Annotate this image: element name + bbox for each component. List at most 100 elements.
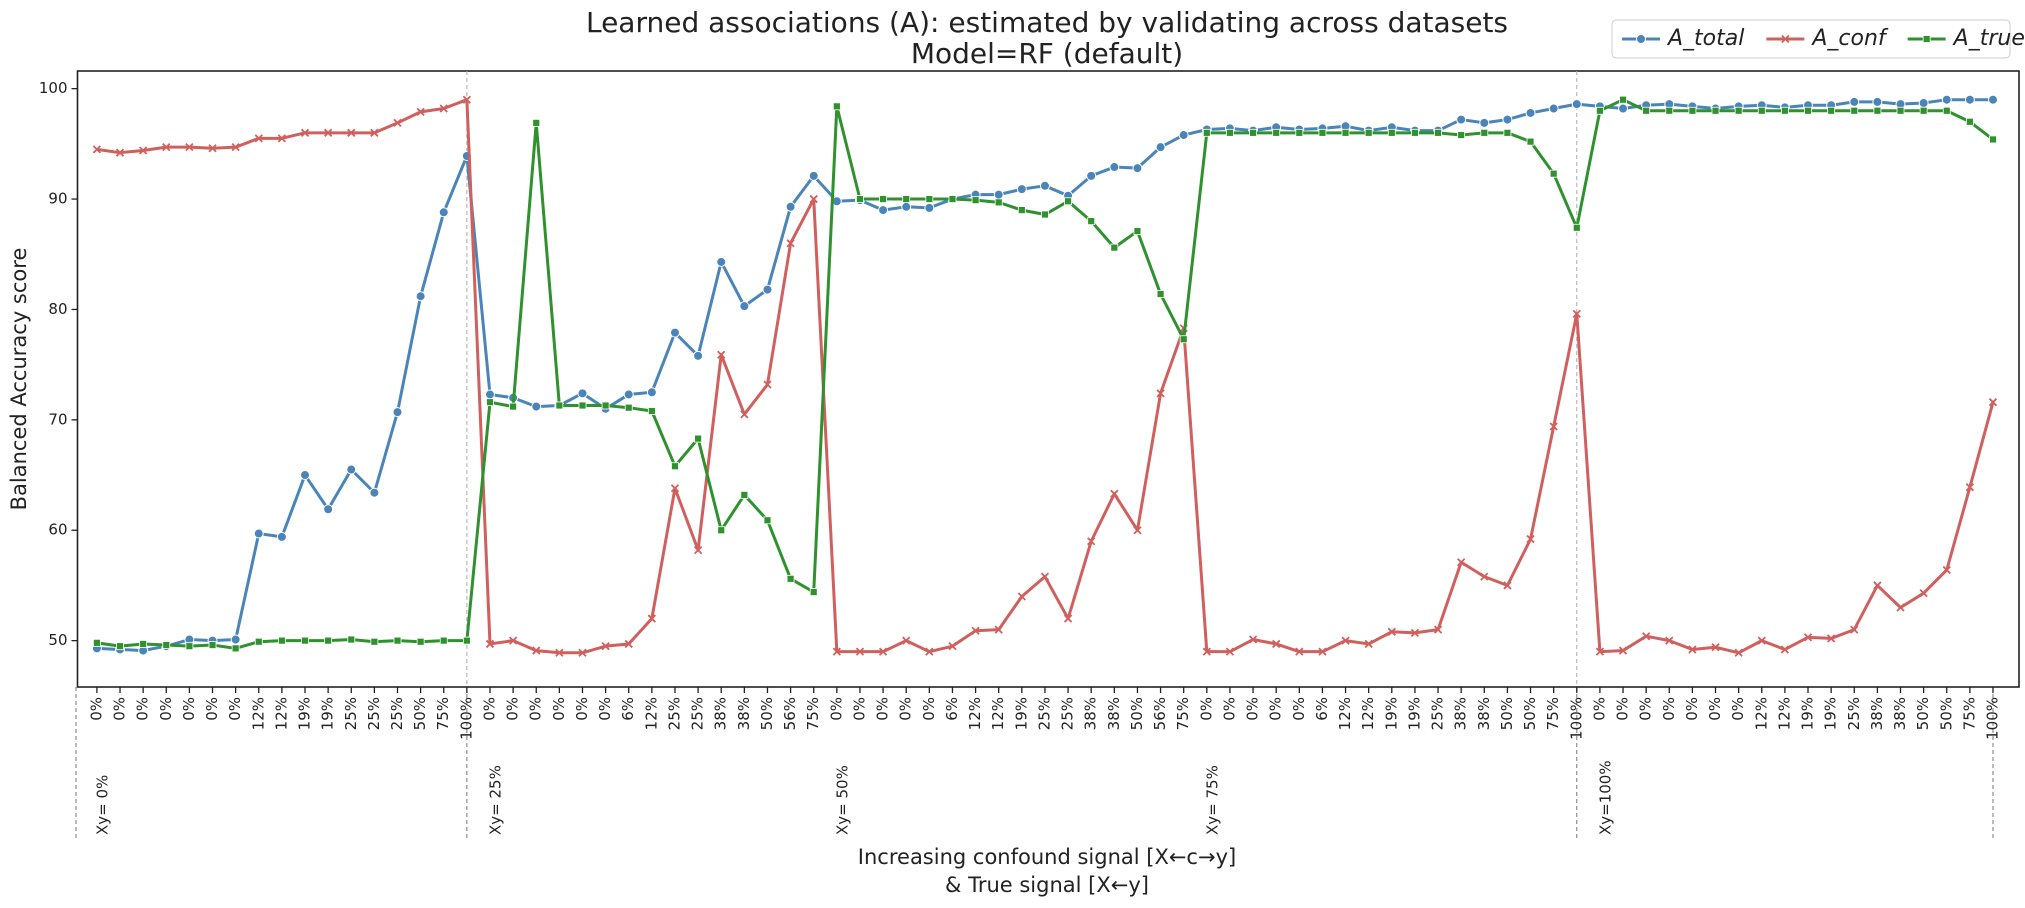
x-tick-label: 50% (1521, 697, 1539, 730)
x-tick-label: 0% (1590, 697, 1608, 721)
data-point (1942, 106, 1951, 115)
data-point (1017, 592, 1026, 601)
data-point (1965, 117, 1974, 126)
data-point (416, 637, 425, 646)
data-point (624, 639, 633, 649)
group-label: Xy=100% (1596, 760, 1614, 835)
data-point (1502, 114, 1513, 125)
x-tick-label: 0% (827, 697, 845, 721)
data-point (1618, 103, 1629, 114)
legend-label: A_true (1952, 26, 2025, 51)
data-point (1341, 636, 1350, 645)
data-point (624, 403, 633, 412)
data-point (1156, 290, 1165, 298)
data-point (139, 640, 148, 648)
group-label: Xy= 75% (1203, 765, 1221, 835)
x-tick-label: 0% (1729, 697, 1747, 721)
x-tick-label: 38% (1452, 697, 1470, 730)
x-tick-label: 100% (457, 697, 475, 740)
data-point (578, 401, 587, 410)
x-tick-label: 6% (1313, 697, 1331, 721)
series (91, 94, 1998, 656)
data-point (879, 195, 887, 203)
data-point (1457, 558, 1466, 567)
x-tick-label: 0% (203, 697, 221, 721)
data-point (1133, 227, 1142, 235)
data-point (601, 401, 610, 410)
data-point (669, 327, 680, 338)
x-tick-label: 75% (1544, 697, 1562, 730)
data-point (253, 528, 264, 539)
data-point (832, 102, 841, 111)
data-point (717, 526, 726, 535)
data-point (1318, 647, 1327, 656)
x-tick-label: 0% (157, 697, 175, 721)
group-label: Xy= 0% (93, 775, 111, 835)
x-tick-label: 12% (1336, 697, 1354, 730)
x-tick-label: 0% (1290, 697, 1308, 721)
data-point (717, 350, 726, 359)
x-tick-label: 50% (758, 697, 776, 730)
data-point (1964, 94, 1975, 105)
x-tick-label: 50% (1937, 697, 1955, 730)
data-point (902, 195, 911, 203)
x-tick-label: 19% (1405, 697, 1423, 730)
x-tick-label: 19% (319, 697, 337, 730)
data-point (1850, 625, 1859, 634)
x-tick-label: 6% (619, 697, 637, 721)
data-point (1571, 99, 1582, 110)
data-point (347, 128, 356, 137)
x-tick-label: 0% (850, 697, 868, 721)
data-point (1642, 632, 1651, 641)
data-point (1804, 106, 1812, 115)
data-point (1919, 106, 1928, 115)
data-point (1225, 647, 1235, 656)
data-point (416, 107, 425, 116)
x-tick-label: 19% (1382, 697, 1400, 730)
data-point (162, 143, 171, 152)
data-point (555, 648, 564, 657)
y-tick-label: 60 (48, 521, 67, 539)
data-point (1965, 483, 1975, 492)
x-axis-label: Increasing confound signal [X←c→y] (858, 845, 1236, 869)
data-point (671, 462, 679, 471)
x-tick-label: 0% (874, 697, 892, 721)
x-tick-label: 50% (1128, 697, 1146, 730)
data-point (716, 256, 727, 267)
chart-title: Learned associations (A): estimated by v… (586, 6, 1508, 39)
data-point (1618, 646, 1628, 655)
data-point (486, 398, 494, 407)
data-point (346, 464, 357, 475)
x-tick-label: 75% (1174, 697, 1192, 730)
data-point (1526, 137, 1535, 146)
data-point (1827, 106, 1836, 115)
data-point (1272, 639, 1281, 649)
data-point (1549, 422, 1558, 431)
data-point (925, 195, 934, 203)
x-tick-label: 25% (388, 697, 406, 730)
x-tick-label: 0% (1683, 697, 1701, 721)
x-tick-label: 0% (1614, 697, 1632, 721)
data-point (1387, 128, 1396, 137)
data-point (809, 588, 818, 596)
data-point (1803, 633, 1813, 642)
data-point (1988, 94, 1998, 105)
data-point (647, 407, 656, 415)
data-point (1133, 526, 1142, 535)
x-tick-label: 38% (1868, 697, 1886, 730)
data-point (393, 118, 402, 128)
data-point (948, 195, 957, 203)
data-point (855, 647, 865, 656)
data-point (1411, 128, 1419, 137)
data-point (1156, 389, 1165, 398)
data-point (578, 648, 587, 657)
x-tick-label: 0% (134, 697, 152, 721)
data-point (1596, 106, 1604, 115)
data-point (531, 401, 542, 412)
legend-label: A_conf (1810, 26, 1889, 51)
x-tick-label: 0% (550, 697, 568, 721)
data-point (300, 128, 310, 137)
data-point (277, 636, 286, 645)
x-tick-label: 0% (180, 697, 198, 721)
data-point (1525, 107, 1536, 118)
